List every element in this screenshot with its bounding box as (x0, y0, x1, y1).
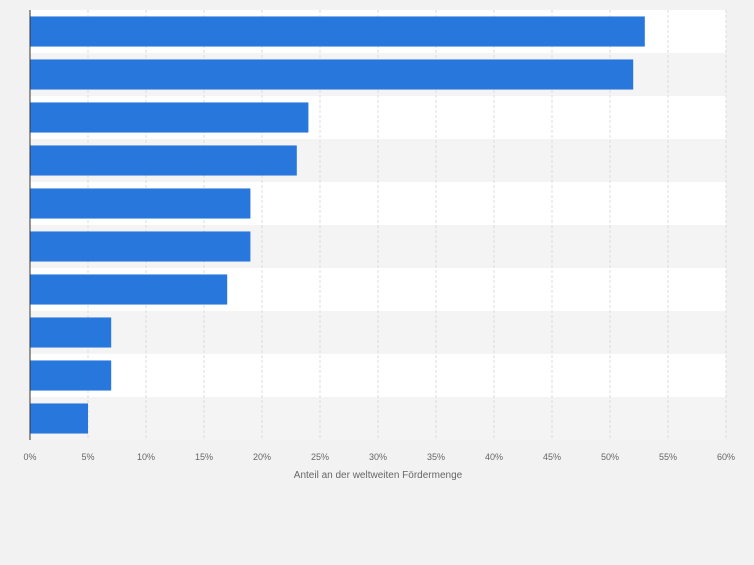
x-tick-label: 55% (659, 452, 677, 462)
bar (30, 102, 309, 133)
bar (30, 16, 645, 47)
x-tick-label: 50% (601, 452, 619, 462)
bar (30, 403, 88, 434)
x-tick-label: 30% (369, 452, 387, 462)
x-tick-label: 10% (137, 452, 155, 462)
x-tick-label: 35% (427, 452, 445, 462)
x-tick-label: 40% (485, 452, 503, 462)
x-tick-label: 20% (253, 452, 271, 462)
x-tick-label: 60% (717, 452, 735, 462)
bars (30, 16, 645, 434)
bar (30, 231, 251, 262)
x-tick-label: 15% (195, 452, 213, 462)
x-tick-label: 5% (81, 452, 94, 462)
bar (30, 59, 634, 90)
x-tick-label: 25% (311, 452, 329, 462)
bar (30, 188, 251, 219)
bar (30, 317, 112, 348)
row-band (30, 397, 726, 440)
bar (30, 274, 228, 305)
bar (30, 360, 112, 391)
x-axis-title: Anteil an der weltweiten Fördermenge (294, 470, 463, 481)
bar (30, 145, 297, 176)
x-tick-label: 45% (543, 452, 561, 462)
x-tick-labels: 0% 5% 10% 15% 20% 25% 30% 35% 40% 45% 50% 55% 60% (23, 452, 735, 462)
x-tick-label: 0% (23, 452, 36, 462)
